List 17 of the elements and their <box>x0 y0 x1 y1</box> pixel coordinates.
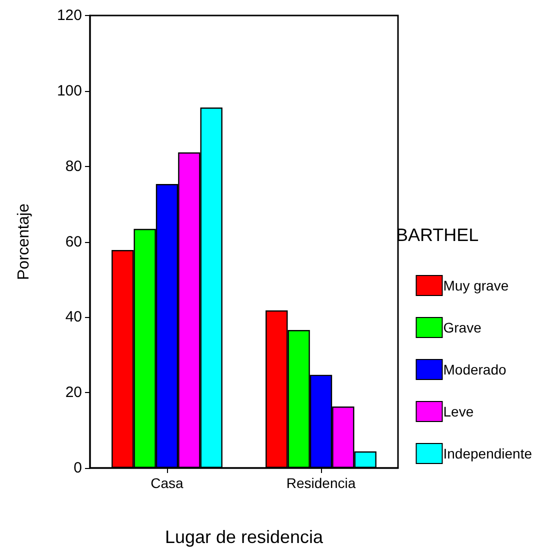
y-tick-label: 60 <box>65 233 82 250</box>
y-tick-label: 40 <box>65 308 82 326</box>
y-tick-label: 120 <box>56 7 82 24</box>
x-tick-label: Residencia <box>286 475 356 491</box>
y-axis-title: Porcentaje <box>16 203 32 280</box>
y-tick-label: 0 <box>74 460 82 476</box>
y-tick-label: 80 <box>65 158 82 175</box>
legend-title: BARTHEL <box>396 225 479 245</box>
legend-label: Muy grave <box>443 278 509 294</box>
x-tick-label: Casa <box>150 475 184 491</box>
legend-label: Independiente <box>443 446 532 462</box>
legend-label: Moderado <box>443 362 507 378</box>
y-tick-label: 100 <box>56 82 82 100</box>
legend-label: Grave <box>443 320 482 336</box>
legend-label: Leve <box>443 404 474 420</box>
x-axis-title: Lugar de residencia <box>164 527 324 547</box>
y-tick-label: 20 <box>65 384 82 402</box>
